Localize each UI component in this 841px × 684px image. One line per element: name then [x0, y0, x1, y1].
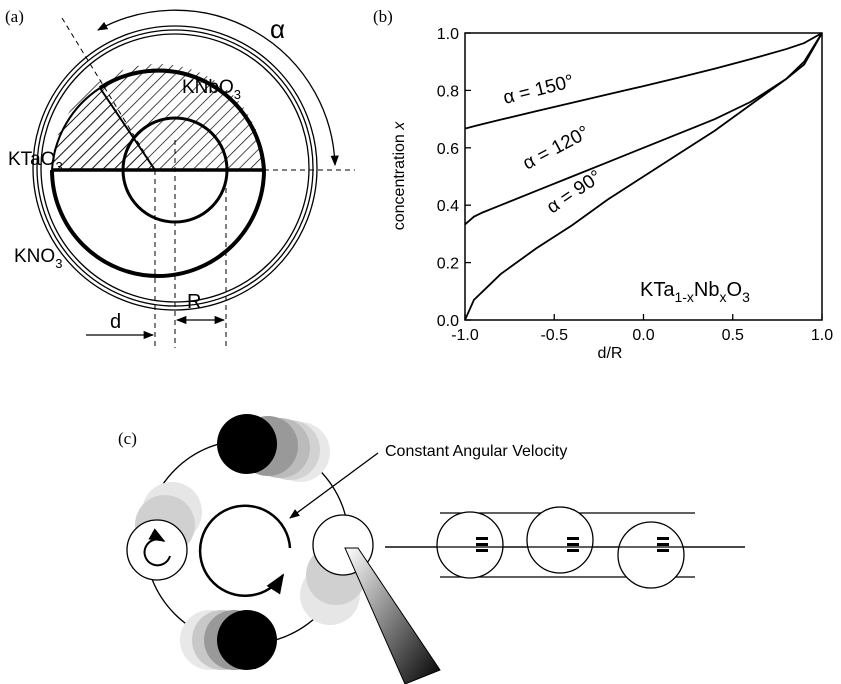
label-text: KTaO — [8, 149, 56, 170]
label-text: KNbO — [182, 77, 234, 98]
y-tick-label: 0.8 — [437, 83, 459, 100]
series-label: α = 120° — [519, 122, 592, 174]
r-label: R — [187, 291, 201, 313]
x-tick-label: 0.0 — [632, 327, 654, 344]
x-tick-label: 0.5 — [722, 327, 744, 344]
series-label: α = 150° — [501, 71, 576, 109]
label-subscript: 3 — [56, 159, 63, 174]
annotation: Constant Angular Velocity — [385, 443, 567, 460]
wafer-edge — [51, 87, 101, 171]
panel-label: (a) — [5, 7, 24, 26]
label-subscript: 1-x — [674, 289, 693, 305]
label-text: concentration — [391, 130, 408, 231]
wafer — [126, 519, 188, 581]
label-subscript: x — [720, 289, 727, 305]
panel-a: α KNbO3 KTaO3 KNO3 R d — [8, 9, 355, 348]
x-tick-label: -1.0 — [451, 327, 479, 344]
series-line — [464, 32, 823, 321]
spin-arrow — [143, 528, 171, 567]
wafer — [617, 521, 685, 589]
annotation: KTa1-xNbxO3 — [640, 279, 750, 305]
x-tick-label: -0.5 — [540, 327, 568, 344]
black-wafer — [217, 610, 277, 670]
y-axis-label: concentration x — [391, 121, 408, 231]
stripe-marks — [476, 537, 669, 552]
panel-label: (c) — [118, 429, 137, 448]
label-text: O — [727, 279, 743, 301]
label-text: x — [391, 121, 408, 131]
y-tick-label: 0.6 — [437, 141, 459, 158]
label-text: Nb — [694, 279, 720, 301]
material-label: KTaO3 — [8, 149, 63, 174]
rotation-arrow — [198, 504, 292, 598]
alpha-arc — [97, 9, 339, 167]
d-label: d — [110, 311, 121, 333]
x-tick-label: 1.0 — [811, 327, 833, 344]
label-subscript: 3 — [234, 87, 241, 102]
alpha-label: α — [270, 14, 285, 44]
wafer — [526, 506, 594, 574]
series-label: α = 90° — [543, 166, 606, 218]
series-line — [464, 32, 823, 130]
pointer-arrow — [289, 452, 379, 519]
label-text: KTa — [640, 279, 675, 301]
y-tick-label: 0.2 — [437, 256, 459, 273]
chart: d/R concentration x KTa1-xNbxO3 -1.0 -0.5… — [391, 26, 833, 362]
wafer-edge — [50, 169, 266, 278]
y-tick-label: 0.0 — [437, 313, 459, 330]
wafer — [436, 511, 504, 579]
series-line — [464, 32, 823, 226]
material-label: KNbO3 — [182, 77, 241, 102]
black-wafer — [217, 414, 277, 474]
nozzle — [344, 547, 441, 684]
y-tick-label: 1.0 — [437, 26, 459, 43]
label-text: KNO — [14, 246, 55, 267]
x-axis-label: d/R — [598, 345, 623, 362]
material-label: KNO3 — [14, 246, 62, 271]
label-subscript: 3 — [55, 256, 62, 271]
panel-label: (b) — [373, 7, 393, 26]
label-subscript: 3 — [742, 289, 750, 305]
y-tick-label: 0.4 — [437, 198, 459, 215]
panel-c: Constant Angular Velocity — [126, 414, 745, 684]
